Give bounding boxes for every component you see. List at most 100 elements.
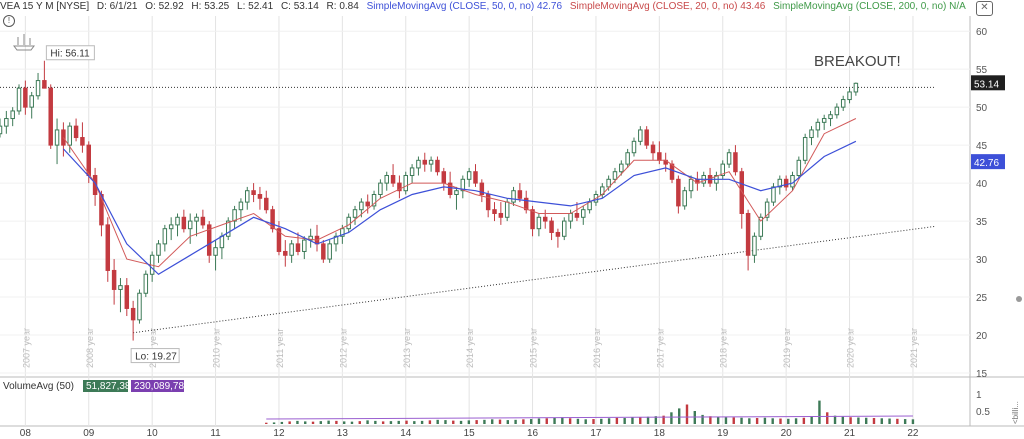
candle-body: [86, 144, 92, 177]
volume-bar: [646, 416, 650, 424]
candle-body: [517, 190, 523, 199]
sma200-legend[interactable]: SimpleMovingAvg (CLOSE, 200, 0, no) N/A: [773, 1, 966, 12]
candle-body: [435, 159, 440, 173]
date-readout: D: 6/1/21: [96, 1, 138, 12]
volume-label: VolumeAvg (50): [3, 381, 74, 392]
x-tick-label: 13: [337, 428, 349, 439]
x-tick-label: 22: [907, 428, 919, 439]
candle-body: [295, 243, 301, 252]
close-panel-icon[interactable]: ✕: [976, 1, 993, 16]
year-label: 2018 year: [719, 328, 729, 368]
x-tick-label: 12: [273, 428, 285, 439]
candle-body: [840, 99, 846, 108]
x-tick-label: 17: [590, 428, 602, 439]
volume-bar: [771, 418, 774, 424]
y-tick-label: 15: [976, 369, 988, 380]
candle-body: [403, 175, 408, 192]
candle-body: [581, 209, 586, 218]
volume-bar: [358, 421, 361, 424]
candle-body: [232, 209, 237, 222]
candle-body: [35, 80, 41, 97]
volume-avg-line: [266, 415, 913, 420]
candle-body: [796, 159, 802, 177]
lo-callout: Lo: 19.27: [135, 352, 177, 363]
candle-body: [390, 175, 396, 184]
candle-body: [726, 152, 732, 165]
candle-body: [821, 118, 827, 123]
year-label: 2016 year: [592, 328, 602, 368]
open-readout: O: 52.92: [145, 1, 184, 12]
candle-body: [853, 82, 859, 93]
candle-body: [416, 159, 421, 169]
close-readout: C: 53.14: [280, 1, 319, 12]
symbol-label[interactable]: VEA 15 Y M [NYSE]: [0, 1, 90, 12]
sma20-legend[interactable]: SimpleMovingAvg (CLOSE, 20, 0, no) 43.46: [569, 1, 766, 12]
candle-body: [676, 178, 681, 207]
candle-body: [16, 87, 22, 112]
candle-body: [657, 152, 662, 161]
candle-body: [473, 171, 478, 184]
candle-body: [568, 212, 573, 222]
candle-body: [790, 175, 795, 188]
volume-unit-label: <billi...: [1011, 401, 1020, 424]
volume-bar: [280, 421, 284, 424]
candle-body: [200, 216, 206, 226]
volume-bar: [724, 417, 728, 424]
volume-bar: [350, 421, 354, 424]
settings-dot-icon[interactable]: [1016, 296, 1022, 302]
candle-body: [371, 194, 377, 207]
candle-body: [606, 178, 611, 188]
volume-bar: [506, 420, 510, 424]
candle-body: [321, 243, 326, 260]
year-label: 2017 year: [655, 328, 665, 368]
candle-body: [124, 285, 130, 309]
alert-circle-icon[interactable]: !: [3, 15, 15, 27]
candle-body: [168, 224, 174, 230]
candle-body: [206, 224, 212, 256]
volume-bar: [389, 421, 393, 424]
x-tick-label: 14: [400, 428, 412, 439]
sma50-line: [62, 140, 857, 276]
volume-bar: [576, 418, 580, 424]
volume-bar: [296, 420, 299, 424]
volume-bar: [623, 418, 626, 424]
sma50-legend[interactable]: SimpleMovingAvg (CLOSE, 50, 0, no) 42.76: [366, 1, 563, 12]
support-trendline: [133, 225, 936, 334]
volume-bar: [342, 421, 346, 424]
y-tick-label: 55: [976, 65, 988, 76]
volume-bar: [405, 420, 408, 424]
candle-body: [359, 201, 364, 211]
volume-bar: [615, 417, 619, 424]
candle-body: [276, 228, 282, 252]
x-tick-label: 08: [20, 428, 32, 439]
candle-body: [802, 137, 808, 161]
volume-value2-bg: [131, 380, 184, 392]
candle-body: [549, 220, 554, 233]
candle-body: [143, 273, 149, 294]
volume-value1-bg: [83, 380, 128, 392]
candle-body: [688, 178, 694, 192]
volume-bar: [888, 418, 891, 424]
candle-body: [745, 212, 751, 256]
hi-callout: Hi: 56.11: [50, 49, 90, 60]
candle-body: [308, 235, 313, 241]
volume-bar: [568, 418, 572, 424]
last-price-tag-label: 53.14: [974, 79, 999, 90]
candle-body: [130, 307, 136, 321]
year-label: 2008 year: [85, 328, 95, 368]
volume-bar: [685, 404, 689, 424]
x-tick-label: 21: [844, 428, 856, 439]
volume-bar: [288, 421, 291, 424]
volume-bar: [311, 421, 315, 424]
candle-body: [631, 140, 637, 154]
candle-body: [834, 106, 840, 116]
volume-bar: [272, 422, 276, 424]
volume-tick: 1: [976, 390, 982, 401]
volume-bar: [903, 419, 907, 424]
volume-tick: 0.5: [976, 407, 990, 418]
x-tick-label: 18: [654, 428, 666, 439]
volume-bar: [584, 419, 587, 424]
candle-body: [283, 250, 288, 256]
volume-bar: [639, 417, 642, 424]
candle-body: [752, 235, 757, 256]
